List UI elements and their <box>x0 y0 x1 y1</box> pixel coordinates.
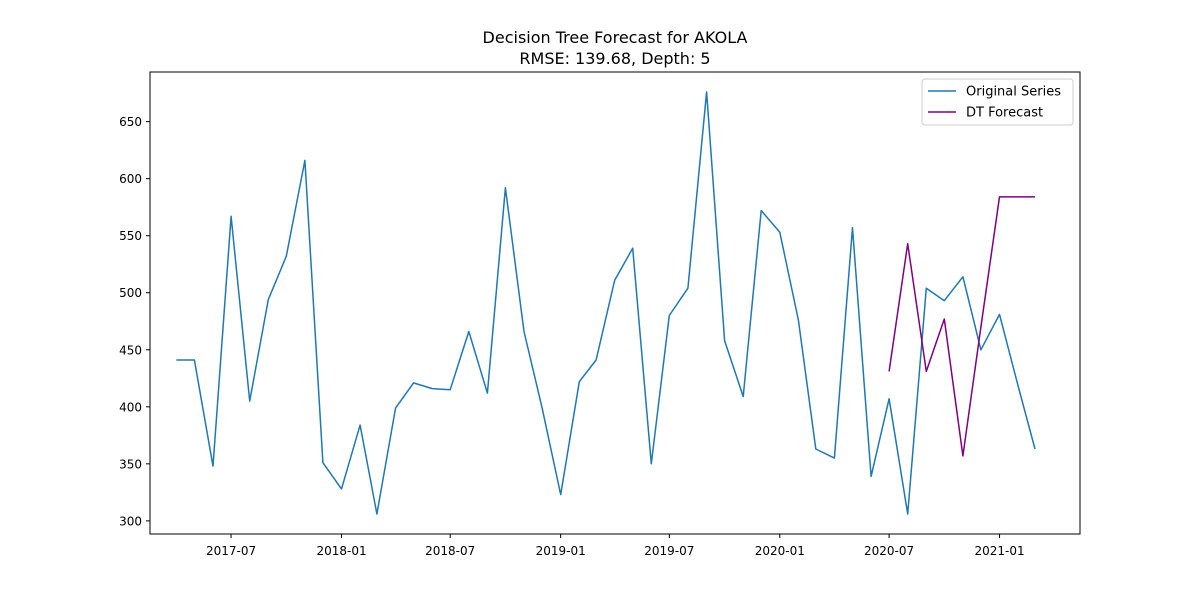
x-tick-label-0: 2017-07 <box>206 544 256 558</box>
y-tick-label-3: 450 <box>119 343 142 357</box>
series-line-0 <box>176 91 1036 515</box>
x-tick-label-1: 2018-01 <box>316 544 366 558</box>
legend-label-0: Original Series <box>966 85 1061 100</box>
y-tick-label-0: 300 <box>119 514 142 528</box>
legend: Original Series DT Forecast <box>921 78 1074 126</box>
y-tick-label-5: 550 <box>119 229 142 243</box>
y-axis: 300 350 400 450 500 550 600 650 <box>119 115 150 528</box>
series-line-1 <box>888 196 1035 457</box>
plot-frame <box>149 71 1081 535</box>
y-tick-label-4: 500 <box>119 286 142 300</box>
chart-subtitle: RMSE: 139.68, Depth: 5 <box>519 49 710 68</box>
y-tick-label-6: 600 <box>119 172 142 186</box>
legend-label-1: DT Forecast <box>966 106 1043 121</box>
x-tick-label-5: 2020-01 <box>755 544 805 558</box>
x-tick-label-7: 2021-01 <box>974 544 1024 558</box>
y-tick-label-1: 350 <box>119 457 142 471</box>
x-tick-label-6: 2020-07 <box>864 544 914 558</box>
plot-area <box>149 71 1081 535</box>
y-tick-label-2: 400 <box>119 400 142 414</box>
x-axis: 2017-07 2018-01 2018-07 2019-01 2019-07 2020-… <box>206 534 1025 558</box>
x-tick-label-3: 2019-01 <box>536 544 586 558</box>
x-tick-label-4: 2019-07 <box>644 544 694 558</box>
chart-title: Decision Tree Forecast for AKOLA <box>483 28 748 47</box>
y-tick-label-7: 650 <box>119 115 142 129</box>
x-tick-label-2: 2018-07 <box>425 544 475 558</box>
series-lines <box>176 91 1036 515</box>
legend-box <box>921 78 1074 126</box>
